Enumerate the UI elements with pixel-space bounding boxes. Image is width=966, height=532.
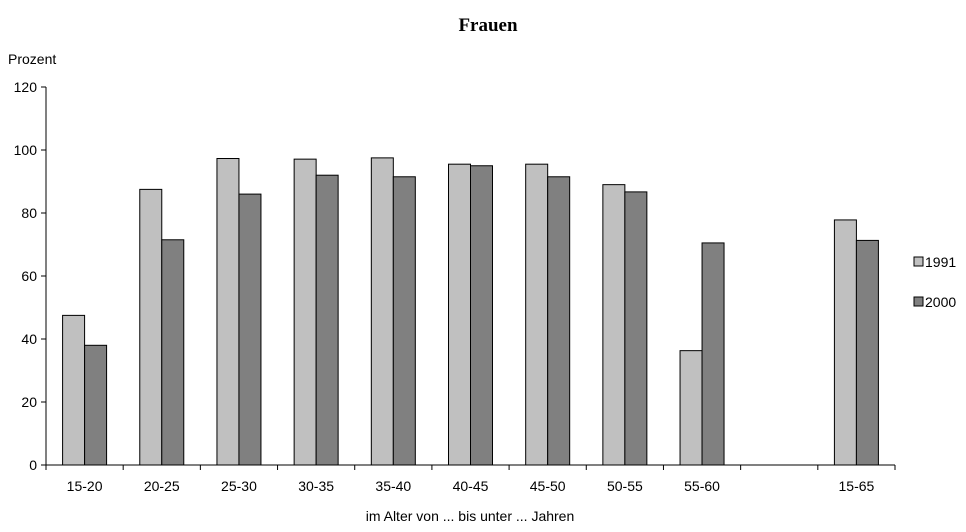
- y-tick-label: 0: [29, 457, 37, 473]
- bar-2000-25-30: [239, 194, 261, 465]
- bars: [63, 158, 879, 465]
- y-tick-label: 80: [21, 205, 37, 221]
- y-tick-label: 120: [14, 79, 38, 95]
- bar-1991-30-35: [294, 159, 316, 465]
- x-tick-label: 45-50: [530, 478, 566, 494]
- bar-1991-35-40: [371, 158, 393, 465]
- bar-1991-50-55: [603, 185, 625, 465]
- x-tick-label: 35-40: [375, 478, 411, 494]
- x-axis-label: im Alter von ... bis unter ... Jahren: [366, 508, 575, 524]
- legend-swatch-1991: [914, 257, 923, 266]
- bar-2000-50-55: [625, 192, 647, 465]
- legend-label-1991: 1991: [925, 254, 956, 270]
- x-tick-label: 25-30: [221, 478, 257, 494]
- bar-2000-30-35: [316, 175, 338, 465]
- bar-2000-45-50: [548, 177, 570, 465]
- x-axis: 15-20 20-25 25-30 30-35 35-40 40-45 45-50 50-55…: [46, 465, 895, 494]
- x-tick-label: 55-60: [684, 478, 720, 494]
- y-axis: 0 20 40 60 80 100 120: [14, 79, 46, 473]
- bar-2000-40-45: [471, 166, 493, 465]
- legend-label-2000: 2000: [925, 294, 956, 310]
- bar-1991-15-65: [834, 220, 856, 465]
- legend-swatch-2000: [914, 297, 923, 306]
- y-axis-label: Prozent: [8, 51, 56, 67]
- chart-title: Frauen: [458, 15, 518, 36]
- x-tick-label: 40-45: [453, 478, 489, 494]
- y-tick-label: 20: [21, 394, 37, 410]
- legend: 1991 2000: [914, 254, 956, 310]
- x-tick-label: 50-55: [607, 478, 643, 494]
- bar-1991-20-25: [140, 189, 162, 465]
- bar-1991-55-60: [680, 351, 702, 465]
- bar-1991-45-50: [526, 164, 548, 465]
- x-tick-label: 20-25: [144, 478, 180, 494]
- bar-2000-15-20: [85, 345, 107, 465]
- x-tick-label: 15-65: [839, 478, 875, 494]
- y-tick-label: 40: [21, 331, 37, 347]
- bar-1991-25-30: [217, 159, 239, 465]
- y-tick-label: 100: [14, 142, 38, 158]
- bar-2000-55-60: [702, 243, 724, 465]
- bar-1991-40-45: [449, 164, 471, 465]
- bar-1991-15-20: [63, 315, 85, 465]
- x-tick-label: 15-20: [67, 478, 103, 494]
- y-tick-label: 60: [21, 268, 37, 284]
- bar-2000-20-25: [162, 240, 184, 465]
- bar-2000-35-40: [393, 177, 415, 465]
- x-tick-label: 30-35: [298, 478, 334, 494]
- bar-2000-15-65: [856, 240, 878, 465]
